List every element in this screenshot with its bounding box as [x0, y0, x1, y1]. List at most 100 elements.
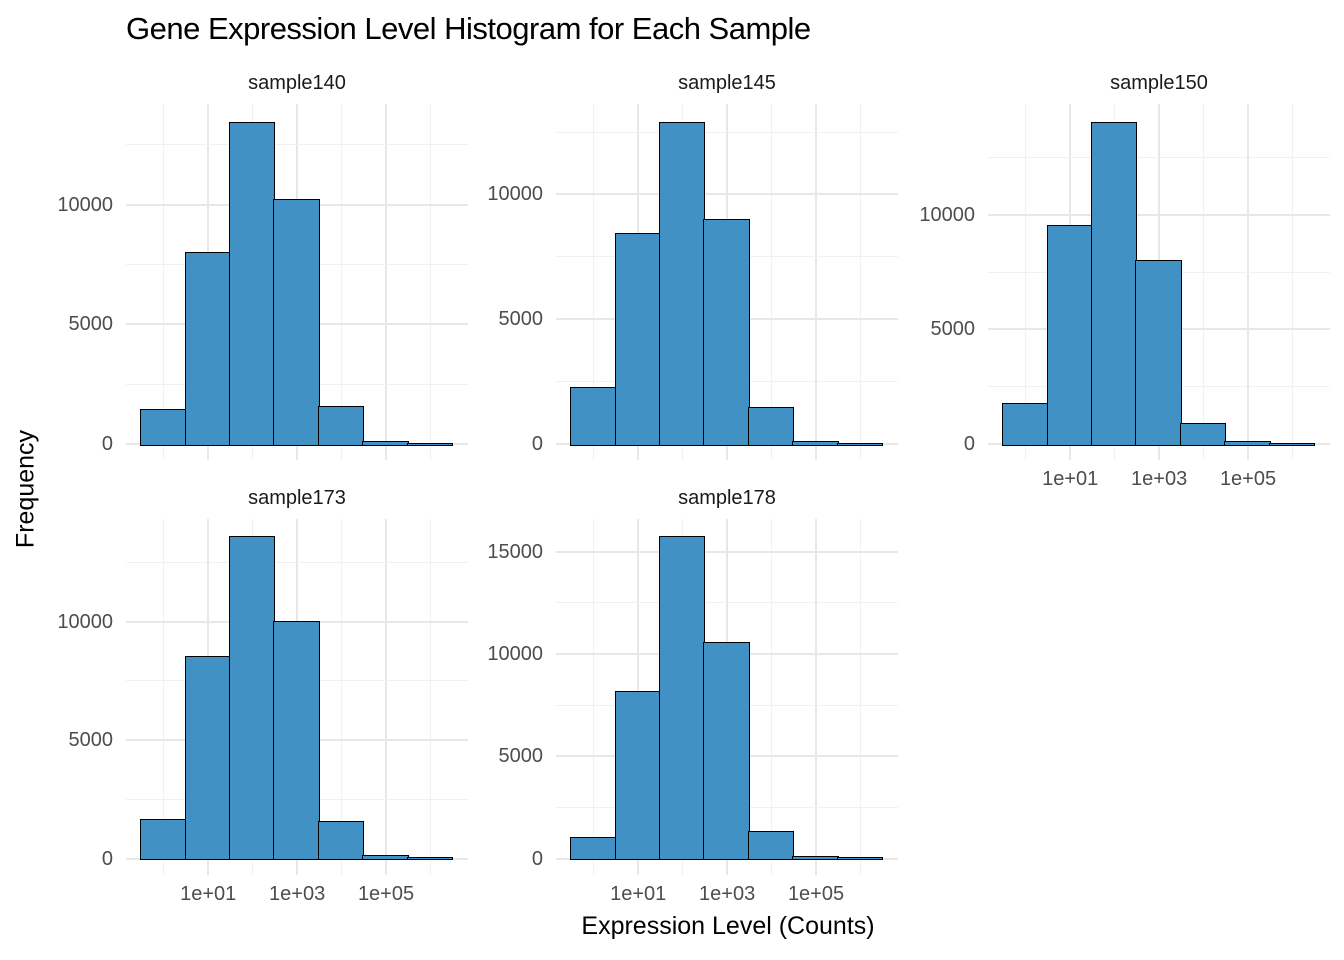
x-tick-label: 1e+01 [610, 882, 667, 905]
y-gridline-minor [126, 144, 468, 146]
x-gridline-major [815, 104, 818, 460]
histogram-bar [1135, 260, 1182, 446]
histogram-bar [658, 121, 706, 446]
x-tick-label: 1e+05 [357, 882, 415, 905]
x-gridline-minor [593, 518, 595, 875]
facet-panel-sample150 [988, 104, 1330, 460]
y-tick-label: 15000 [487, 540, 543, 563]
x-gridline-minor [859, 518, 861, 875]
histogram-bar [184, 655, 231, 860]
y-tick-label: 10000 [487, 643, 543, 666]
histogram-bar [140, 408, 187, 446]
x-gridline-minor [1291, 104, 1293, 460]
x-tick-label: 1e+05 [1219, 468, 1277, 490]
y-tick-label: 10000 [57, 193, 113, 216]
histogram-bar [228, 536, 276, 860]
x-tick-label: 1e+01 [1042, 468, 1099, 490]
histogram-bar [703, 218, 750, 446]
histogram-bar [1268, 442, 1316, 446]
histogram-bar [317, 821, 365, 860]
y-gridline-minor [556, 131, 898, 133]
y-tick-label: 0 [963, 433, 975, 455]
histogram-bar [1002, 403, 1049, 446]
histogram-bar [836, 857, 884, 860]
y-tick-label: 5000 [498, 308, 544, 331]
histogram-bar [406, 857, 454, 860]
x-gridline-minor [429, 518, 431, 875]
histogram-bar [792, 855, 839, 860]
x-gridline-minor [429, 104, 431, 460]
histogram-bar [1090, 121, 1138, 446]
x-gridline-minor [593, 104, 595, 460]
histogram-bar [614, 691, 661, 860]
x-gridline-minor [1203, 104, 1205, 460]
x-gridline-major [385, 104, 388, 460]
x-gridline-major [815, 518, 818, 875]
histogram-bar [614, 232, 661, 446]
chart-title: Gene Expression Level Histogram for Each… [126, 11, 811, 46]
x-tick-label: 1e+03 [269, 882, 326, 905]
x-tick-label: 1e+05 [787, 882, 845, 905]
histogram-bar [228, 121, 276, 446]
y-tick-label: 10000 [487, 183, 543, 206]
facet-panel-sample173 [126, 518, 468, 875]
histogram-bar [273, 199, 320, 446]
histogram-bar [273, 621, 320, 860]
x-gridline-minor [771, 104, 773, 460]
y-gridline-minor [126, 562, 468, 564]
histogram-bar [658, 536, 706, 860]
y-gridline-minor [988, 157, 1330, 159]
facet-title-sample150: sample150 [1110, 72, 1208, 94]
histogram-bar [747, 407, 795, 446]
x-gridline-major [385, 518, 388, 875]
histogram-bar [1046, 224, 1093, 446]
x-tick-label: 1e+01 [180, 882, 237, 905]
histogram-bar [570, 836, 617, 860]
histogram-bar [570, 387, 617, 446]
histogram-bar [1179, 422, 1227, 446]
facet-panel-sample140 [126, 104, 468, 460]
y-gridline-major [556, 193, 898, 196]
histogram-bar [1224, 441, 1271, 446]
histogram-bar [362, 855, 409, 860]
x-gridline-minor [859, 104, 861, 460]
y-tick-label: 5000 [68, 313, 114, 336]
x-gridline-minor [1025, 104, 1027, 460]
facet-panel-sample145 [556, 104, 898, 460]
x-tick-label: 1e+03 [699, 882, 756, 905]
y-tick-label: 5000 [68, 729, 114, 752]
x-gridline-minor [163, 518, 165, 875]
y-tick-label: 0 [531, 847, 543, 870]
x-tick-label: 1e+03 [1131, 468, 1188, 490]
histogram-bar [836, 442, 884, 446]
y-gridline-major [988, 213, 1330, 216]
y-tick-label: 5000 [930, 318, 976, 341]
y-tick-label: 0 [531, 433, 543, 455]
x-gridline-minor [771, 518, 773, 875]
histogram-bar [317, 406, 365, 446]
histogram-bar [703, 642, 750, 860]
facet-panel-sample178 [556, 518, 898, 875]
y-tick-label: 10000 [57, 610, 113, 633]
x-gridline-minor [341, 518, 343, 875]
x-axis-title: Expression Level (Counts) [581, 912, 875, 940]
histogram-bar [747, 831, 795, 860]
y-gridline-major [556, 550, 898, 553]
histogram-bar [792, 440, 839, 446]
y-gridline-minor [556, 602, 898, 604]
facet-title-sample140: sample140 [248, 72, 346, 94]
facet-title-sample145: sample145 [678, 72, 776, 94]
x-gridline-minor [163, 104, 165, 460]
y-tick-label: 10000 [919, 203, 975, 226]
histogram-bar [140, 818, 187, 860]
y-tick-label: 0 [101, 847, 113, 870]
histogram-bar [362, 440, 409, 446]
x-gridline-minor [341, 104, 343, 460]
facet-title-sample178: sample178 [678, 486, 776, 509]
y-tick-label: 0 [101, 433, 113, 455]
y-tick-label: 5000 [498, 745, 544, 768]
facet-title-sample173: sample173 [248, 486, 346, 509]
histogram-bar [184, 251, 231, 446]
x-gridline-major [1247, 104, 1250, 460]
